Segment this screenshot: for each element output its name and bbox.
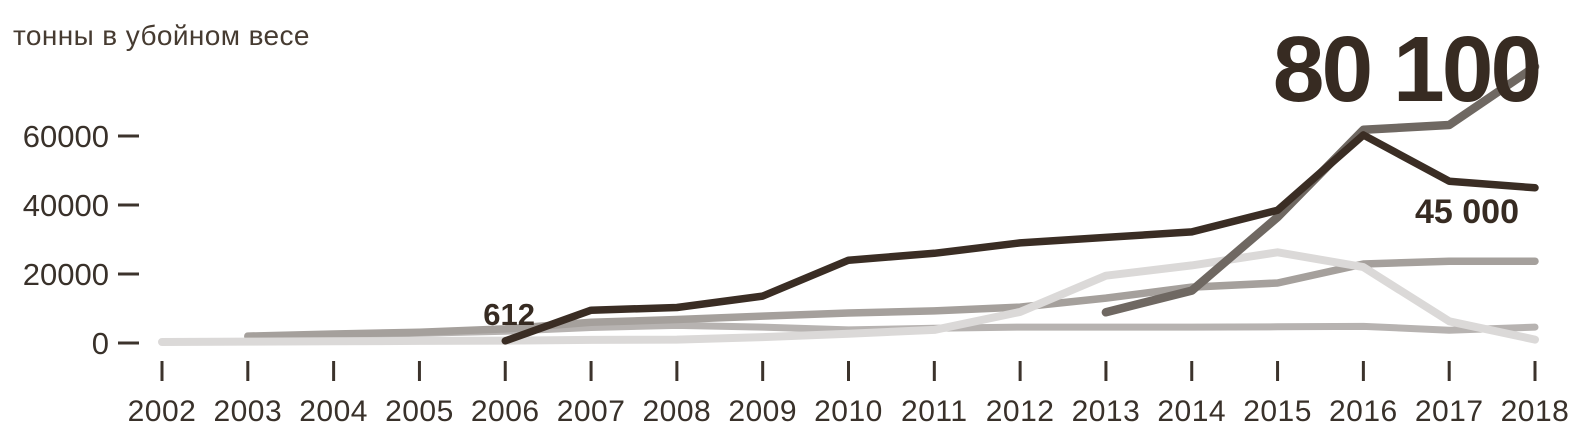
x-tick-label: 2018 — [1501, 395, 1570, 428]
x-tick-label: 2011 — [901, 395, 968, 428]
y-tick-label: 0 — [92, 326, 109, 361]
x-tick-label: 2017 — [1415, 395, 1484, 428]
chart-title: тонны в убойном весе — [13, 20, 310, 51]
annotation-group: 612 45 000 80 100 — [483, 17, 1542, 332]
x-tick-label: 2015 — [1243, 395, 1312, 428]
annotation-end-value-dark-brown: 45 000 — [1415, 193, 1519, 231]
series-dark-brown-line — [501, 131, 1539, 345]
annotation-end-value-dark-gray: 80 100 — [1273, 17, 1539, 121]
y-tick-label: 60000 — [23, 119, 109, 154]
x-tick-label: 2014 — [1157, 395, 1226, 428]
series-light-gray-line — [158, 248, 1539, 346]
x-tick-label: 2005 — [385, 395, 454, 428]
x-tick-label: 2009 — [728, 395, 797, 428]
x-tick-label: 2006 — [471, 395, 540, 428]
x-tick-label: 2004 — [299, 395, 368, 428]
x-axis: 2002 2003 2004 2005 2006 2007 2008 2009 2010 2011… — [128, 361, 1570, 428]
x-tick-label: 2002 — [128, 395, 197, 428]
x-tick-label: 2003 — [213, 395, 282, 428]
x-tick-label: 2012 — [986, 395, 1055, 428]
x-tick-label: 2007 — [557, 395, 626, 428]
series-medium-gray-line — [244, 257, 1539, 340]
annotation-start-value-dark-brown: 612 — [483, 297, 535, 332]
y-tick-label: 20000 — [23, 257, 109, 292]
x-tick-label: 2010 — [814, 395, 883, 428]
x-tick-label: 2016 — [1329, 395, 1398, 428]
series-group — [158, 62, 1540, 346]
x-tick-label: 2013 — [1072, 395, 1141, 428]
y-axis: 0 20000 40000 60000 — [23, 119, 139, 361]
x-tick-label: 2008 — [643, 395, 712, 428]
y-tick-label: 40000 — [23, 188, 109, 223]
